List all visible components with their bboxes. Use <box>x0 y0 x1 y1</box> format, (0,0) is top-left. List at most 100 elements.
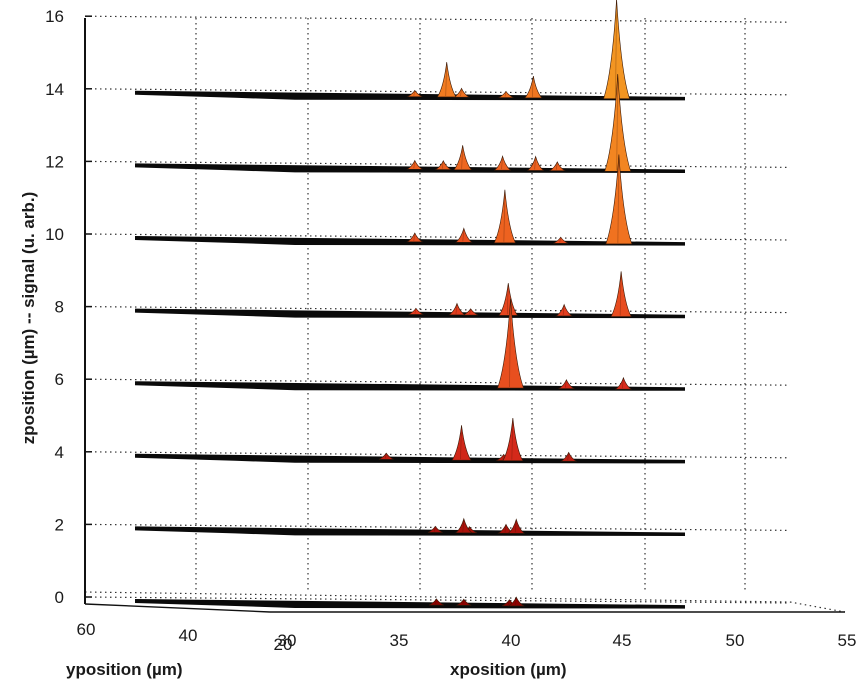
peak-ridge <box>617 154 620 243</box>
peak-ridge <box>511 418 514 460</box>
peak <box>408 307 424 315</box>
peak-ridge <box>384 453 387 459</box>
z-tick-label: 6 <box>55 370 64 389</box>
peak <box>378 452 394 460</box>
peak <box>603 0 630 100</box>
peak-ridge <box>461 145 464 169</box>
peak <box>605 154 633 245</box>
peak-ridge <box>460 88 462 97</box>
peak <box>498 283 519 316</box>
peak <box>507 518 525 534</box>
grid-layer <box>84 15 846 613</box>
peak-ridge <box>413 160 416 169</box>
slice-z0 <box>135 596 685 609</box>
peak-ridge <box>502 454 505 460</box>
peak-ridge <box>514 597 517 605</box>
x-tick-label: 35 <box>390 631 409 650</box>
slice-z4 <box>135 418 685 464</box>
peak <box>427 525 443 533</box>
peak <box>455 227 473 243</box>
peak <box>497 298 524 389</box>
z-tick-label: 16 <box>45 7 64 26</box>
y-tick-label: 60 <box>77 620 96 639</box>
slice-z14 <box>135 0 685 101</box>
slice-layer <box>135 0 685 609</box>
peak-ridge <box>462 518 465 532</box>
tick-layer: 0 2 4 6 8 10 12 14 16 30 35 40 45 50 55 60 40 20 <box>45 7 856 654</box>
peak <box>407 89 423 97</box>
peak-ridge <box>435 598 437 605</box>
peak-ridge <box>441 160 444 169</box>
x-tick-label: 45 <box>613 631 632 650</box>
peak <box>553 236 569 244</box>
z-tick-label: 2 <box>55 515 64 534</box>
peak <box>448 302 466 316</box>
x-tick-label: 30 <box>278 631 297 650</box>
peak-ridge <box>433 526 436 532</box>
slice-z2 <box>135 517 685 537</box>
peak <box>610 271 632 317</box>
peak <box>493 189 516 244</box>
y-tick-label: 40 <box>179 626 198 645</box>
peak-ridge <box>562 304 565 316</box>
slice-surface <box>135 453 685 464</box>
peak <box>604 74 632 172</box>
peak-ridge <box>565 379 567 388</box>
peak-ridge <box>414 308 417 314</box>
peak <box>406 159 424 170</box>
peak <box>524 76 543 99</box>
peak-ridge <box>514 519 517 533</box>
peak <box>548 161 566 172</box>
z-tick-label: 10 <box>45 225 64 244</box>
peak <box>502 418 524 461</box>
slice-surface <box>135 526 685 537</box>
z-tick-label: 0 <box>55 588 64 607</box>
peak <box>453 145 472 171</box>
peak-ridge <box>413 233 416 241</box>
peak-ridge <box>462 228 465 242</box>
x-tick-label: 50 <box>726 631 745 650</box>
peak <box>452 87 471 98</box>
peak-ridge <box>469 308 472 315</box>
peak <box>493 155 512 171</box>
peak <box>560 451 578 462</box>
z-axis-label: zposition (µm) -- signal (u. arb.) <box>19 192 38 445</box>
z-tick-label: 14 <box>45 80 64 99</box>
floor-gridline <box>789 601 846 613</box>
z-tick-label: 4 <box>55 443 64 462</box>
x-tick-label: 40 <box>502 631 521 650</box>
peak <box>434 160 452 170</box>
slice-z6 <box>135 298 685 391</box>
peak-ridge <box>445 62 448 96</box>
peak-ridge <box>622 377 624 389</box>
peak-ridge <box>462 599 465 605</box>
peak-ridge <box>555 161 558 170</box>
peak-ridge <box>504 91 507 97</box>
axis-layer <box>84 18 845 613</box>
peak <box>614 376 633 390</box>
peak-ridge <box>413 90 416 96</box>
peak-ridge <box>501 156 503 170</box>
peak <box>455 517 473 534</box>
peak-ridge <box>532 76 534 97</box>
peak <box>406 232 424 243</box>
x-tick-label: 55 <box>838 631 857 650</box>
peak <box>498 90 514 98</box>
peak-ridge <box>503 189 506 242</box>
peak-ridge <box>616 74 619 171</box>
peak-ridge <box>460 425 462 460</box>
peak-ridge <box>619 271 622 316</box>
slice-z8 <box>135 271 685 319</box>
slice-z10 <box>135 154 685 246</box>
y-tick-label: 20 <box>274 635 293 654</box>
slice-z12 <box>135 74 685 174</box>
peak-ridge <box>455 303 458 314</box>
peak-ridge <box>615 0 617 98</box>
y-axis-line <box>84 603 271 613</box>
peak <box>428 598 444 606</box>
peak-ridge <box>508 599 510 605</box>
peak <box>555 303 573 317</box>
peak <box>557 379 576 389</box>
peak <box>507 596 525 607</box>
